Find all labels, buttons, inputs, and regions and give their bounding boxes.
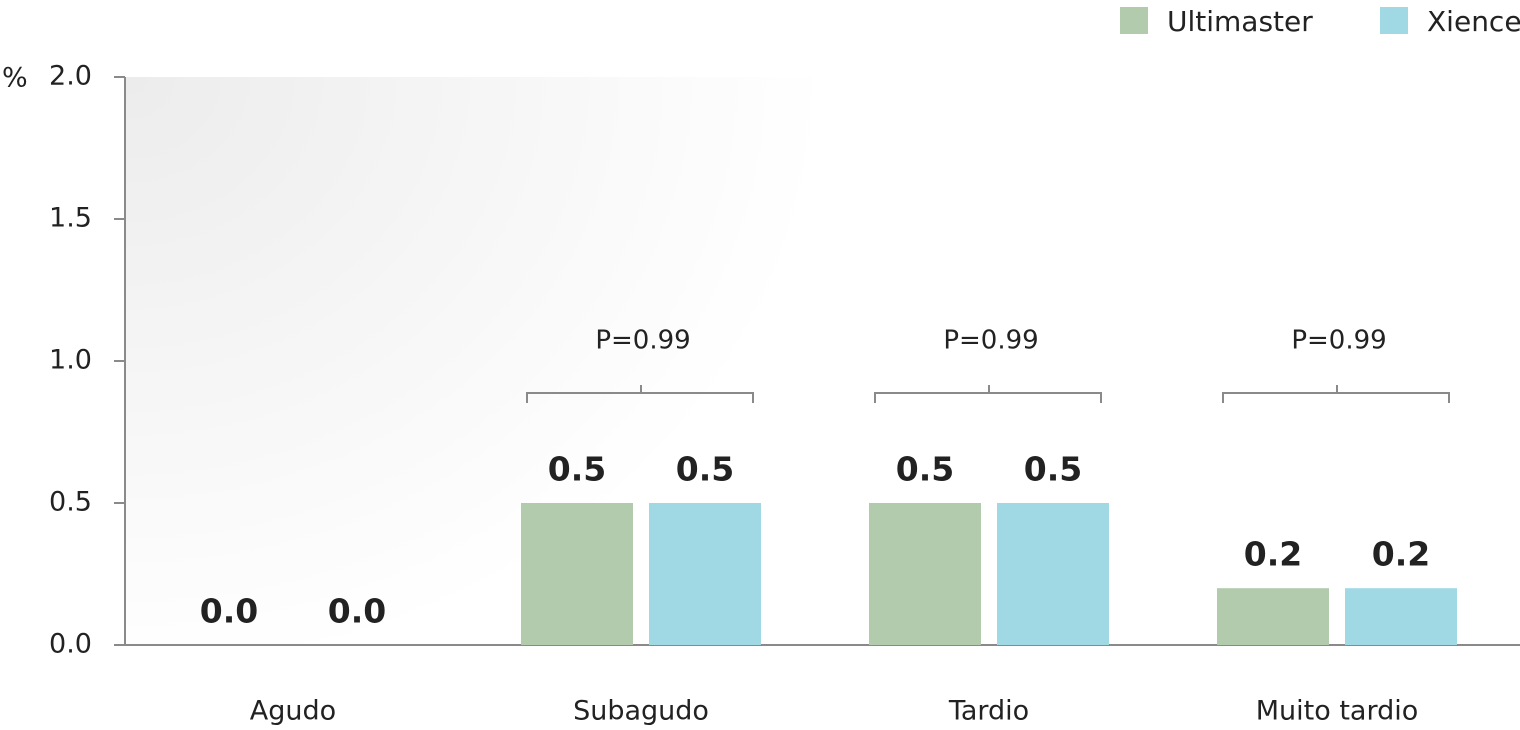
value-label: 0.5 [548,450,606,489]
value-label: 0.2 [1244,535,1302,574]
legend-swatch [1120,7,1148,34]
bracket [1222,385,1450,403]
value-label: 0.5 [1024,450,1082,489]
value-label: 0.0 [200,592,258,631]
p-value: P=0.99 [943,326,1038,356]
legend-swatch [1380,7,1408,34]
y-tick-label: 0.5 [49,487,92,518]
x-tick-label: Muito tardio [1256,696,1419,727]
y-tick-label: 1.0 [49,345,92,376]
x-tick-label: Tardio [948,696,1029,727]
bar [521,503,633,645]
p-value: P=0.99 [595,326,690,356]
bar [649,503,761,645]
value-label: 0.2 [1372,535,1430,574]
x-tick-label: Subagudo [573,696,709,727]
p-value: P=0.99 [1291,326,1386,356]
bar [997,503,1109,645]
value-label: 0.0 [328,592,386,631]
y-tick-label: 2.0 [49,61,92,92]
legend-label: Ultimaster [1167,5,1313,38]
value-label: 0.5 [896,450,954,489]
bar [1217,588,1329,645]
bar [1345,588,1457,645]
bracket [874,385,1102,403]
bracket [526,385,754,403]
y-unit: % [2,63,28,94]
plot-background [125,77,885,645]
y-tick-label: 0.0 [49,629,92,660]
value-label: 0.5 [676,450,734,489]
y-tick-label: 1.5 [49,203,92,234]
bar [869,503,981,645]
legend-label: Xience [1427,5,1520,38]
x-tick-label: Agudo [250,696,336,727]
